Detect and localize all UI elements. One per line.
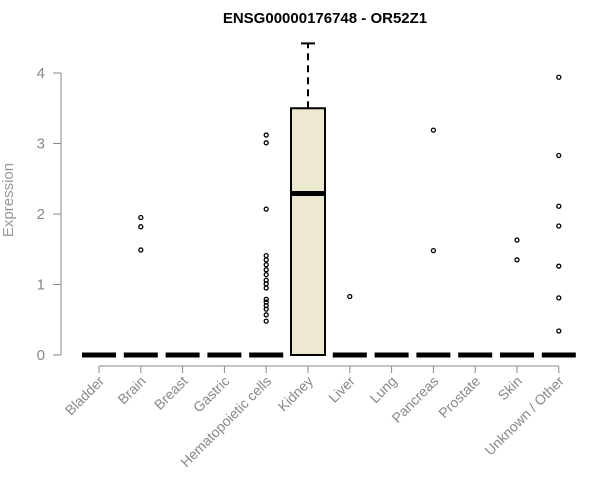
x-tick-label: Bladder [62, 373, 108, 419]
box-liver [332, 293, 367, 358]
outlier-point [138, 224, 144, 230]
y-tick-label: 0 [37, 347, 45, 364]
outlier-point [263, 252, 269, 259]
y-axis: 0 1 2 3 4 [37, 65, 62, 364]
y-tick-label: 2 [37, 206, 45, 223]
outlier-point [263, 140, 269, 146]
y-tick-label: 4 [37, 65, 45, 82]
x-tick-label: Lung [366, 373, 399, 406]
outlier-point [263, 132, 269, 138]
x-tick-label: Breast [151, 373, 191, 413]
outlier-point [263, 271, 269, 278]
outlier-point [263, 206, 269, 212]
y-tick-label: 1 [37, 277, 45, 294]
outlier-point [556, 74, 562, 80]
y-tick-label: 3 [37, 136, 45, 153]
outlier-point [514, 257, 520, 263]
outlier-point [556, 203, 562, 209]
outlier-point [263, 285, 269, 291]
outlier-point [430, 248, 437, 254]
x-tick-label: Unknown / Other [481, 373, 567, 459]
outlier-point [514, 237, 520, 243]
box-hematopoietic-cells [249, 132, 284, 358]
outlier-point [263, 318, 269, 324]
box-unknown-other [541, 74, 576, 358]
boxes [82, 42, 576, 358]
outlier-point [263, 312, 269, 318]
x-tick-label: Kidney [275, 373, 317, 415]
box-skin [500, 237, 534, 358]
x-tick-label: Liver [325, 373, 358, 406]
x-tick-label: Brain [114, 373, 148, 407]
x-tick-label: Prostate [435, 373, 483, 421]
box-pancreas [416, 127, 451, 358]
x-tick-label: Skin [495, 373, 526, 404]
outlier-point [263, 257, 269, 263]
outlier-point [347, 293, 353, 300]
outlier-point [138, 247, 144, 253]
outlier-point [263, 296, 269, 302]
outlier-point [556, 295, 562, 301]
outlier-point [556, 223, 562, 229]
outlier-point [556, 328, 562, 334]
outlier-point [556, 263, 562, 269]
outlier-point [263, 267, 269, 273]
outlier-point [430, 127, 437, 133]
outlier-point [556, 152, 562, 159]
outlier-point [263, 306, 269, 312]
y-axis-label: Expression [0, 163, 17, 237]
box-brain [123, 214, 158, 358]
chart-title: ENSG00000176748 - OR52Z1 [223, 10, 427, 27]
outlier-point [263, 262, 269, 268]
outlier-point [138, 214, 144, 221]
outlier-point [263, 281, 269, 287]
box-kidney [290, 42, 326, 356]
box-rect [290, 107, 326, 356]
